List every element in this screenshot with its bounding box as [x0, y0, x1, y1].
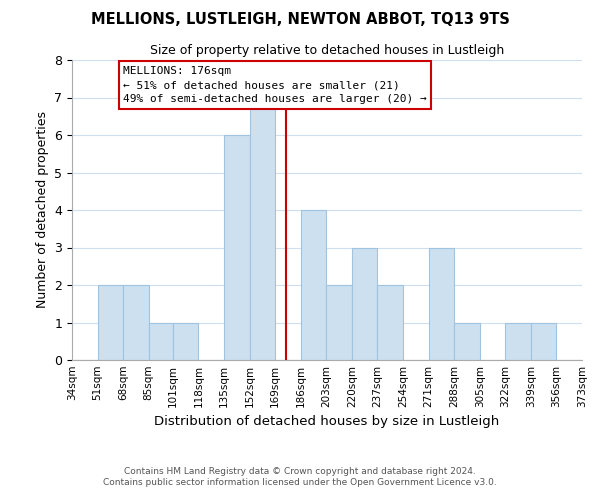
Bar: [326, 285, 352, 360]
Bar: [224, 135, 250, 360]
Bar: [352, 248, 377, 360]
Bar: [454, 322, 479, 360]
Bar: [428, 248, 454, 360]
X-axis label: Distribution of detached houses by size in Lustleigh: Distribution of detached houses by size …: [154, 416, 500, 428]
Bar: [250, 98, 275, 360]
Bar: [173, 322, 199, 360]
Text: MELLIONS, LUSTLEIGH, NEWTON ABBOT, TQ13 9TS: MELLIONS, LUSTLEIGH, NEWTON ABBOT, TQ13 …: [91, 12, 509, 28]
Bar: [123, 285, 149, 360]
Bar: [301, 210, 326, 360]
Title: Size of property relative to detached houses in Lustleigh: Size of property relative to detached ho…: [150, 44, 504, 58]
Text: MELLIONS: 176sqm
← 51% of detached houses are smaller (21)
49% of semi-detached : MELLIONS: 176sqm ← 51% of detached house…: [123, 66, 427, 104]
Bar: [149, 322, 173, 360]
Text: Contains public sector information licensed under the Open Government Licence v3: Contains public sector information licen…: [103, 478, 497, 487]
Text: Contains HM Land Registry data © Crown copyright and database right 2024.: Contains HM Land Registry data © Crown c…: [124, 467, 476, 476]
Bar: [377, 285, 403, 360]
Bar: [98, 285, 123, 360]
Y-axis label: Number of detached properties: Number of detached properties: [36, 112, 49, 308]
Bar: [531, 322, 556, 360]
Bar: [505, 322, 531, 360]
